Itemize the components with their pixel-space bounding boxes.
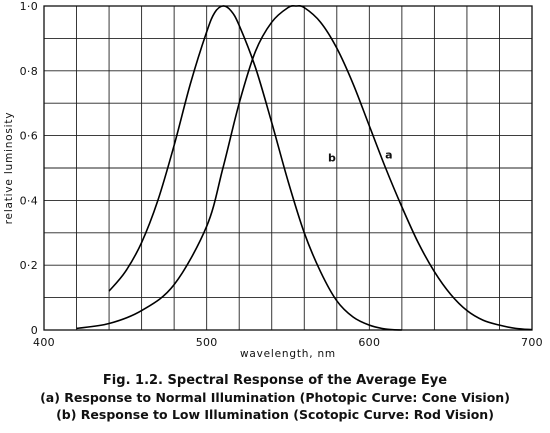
plot-frame [43,5,533,331]
y-tick-label: 0·2 [20,259,38,272]
x-tick-label: 600 [358,336,380,349]
y-tick-label: 0·8 [20,65,38,78]
y-tick-label: 1·0 [20,0,38,13]
y-tick-label: 0·6 [20,130,38,143]
x-tick-label: 500 [196,336,218,349]
figure-caption: Fig. 1.2. Spectral Response of the Avera… [0,372,550,423]
curve-label-b: b [328,152,336,165]
y-tick-label: 0 [31,324,38,337]
x-tick-label: 700 [521,336,543,349]
tick-labels: 400 500 600 700 0 0·2 0·4 0·6 0·8 1·0 [20,0,543,349]
curve-labels: ab [328,148,393,164]
chart-grid [43,5,533,331]
series-layer [76,4,533,331]
caption-line-b: (b) Response to Low Illumination (Scotop… [56,407,494,422]
series-line-b [108,5,402,331]
y-tick-label: 0·4 [20,194,38,207]
x-axis-label: wavelength, nm [240,348,336,360]
caption-line-a: (a) Response to Normal Illumination (Pho… [40,390,510,405]
caption-title: Fig. 1.2. Spectral Response of the Avera… [102,373,448,388]
x-tick-label: 400 [33,336,55,349]
series-line-a [76,4,533,331]
y-axis-label: relative luminosity [3,112,15,225]
curve-label-a: a [385,148,392,161]
